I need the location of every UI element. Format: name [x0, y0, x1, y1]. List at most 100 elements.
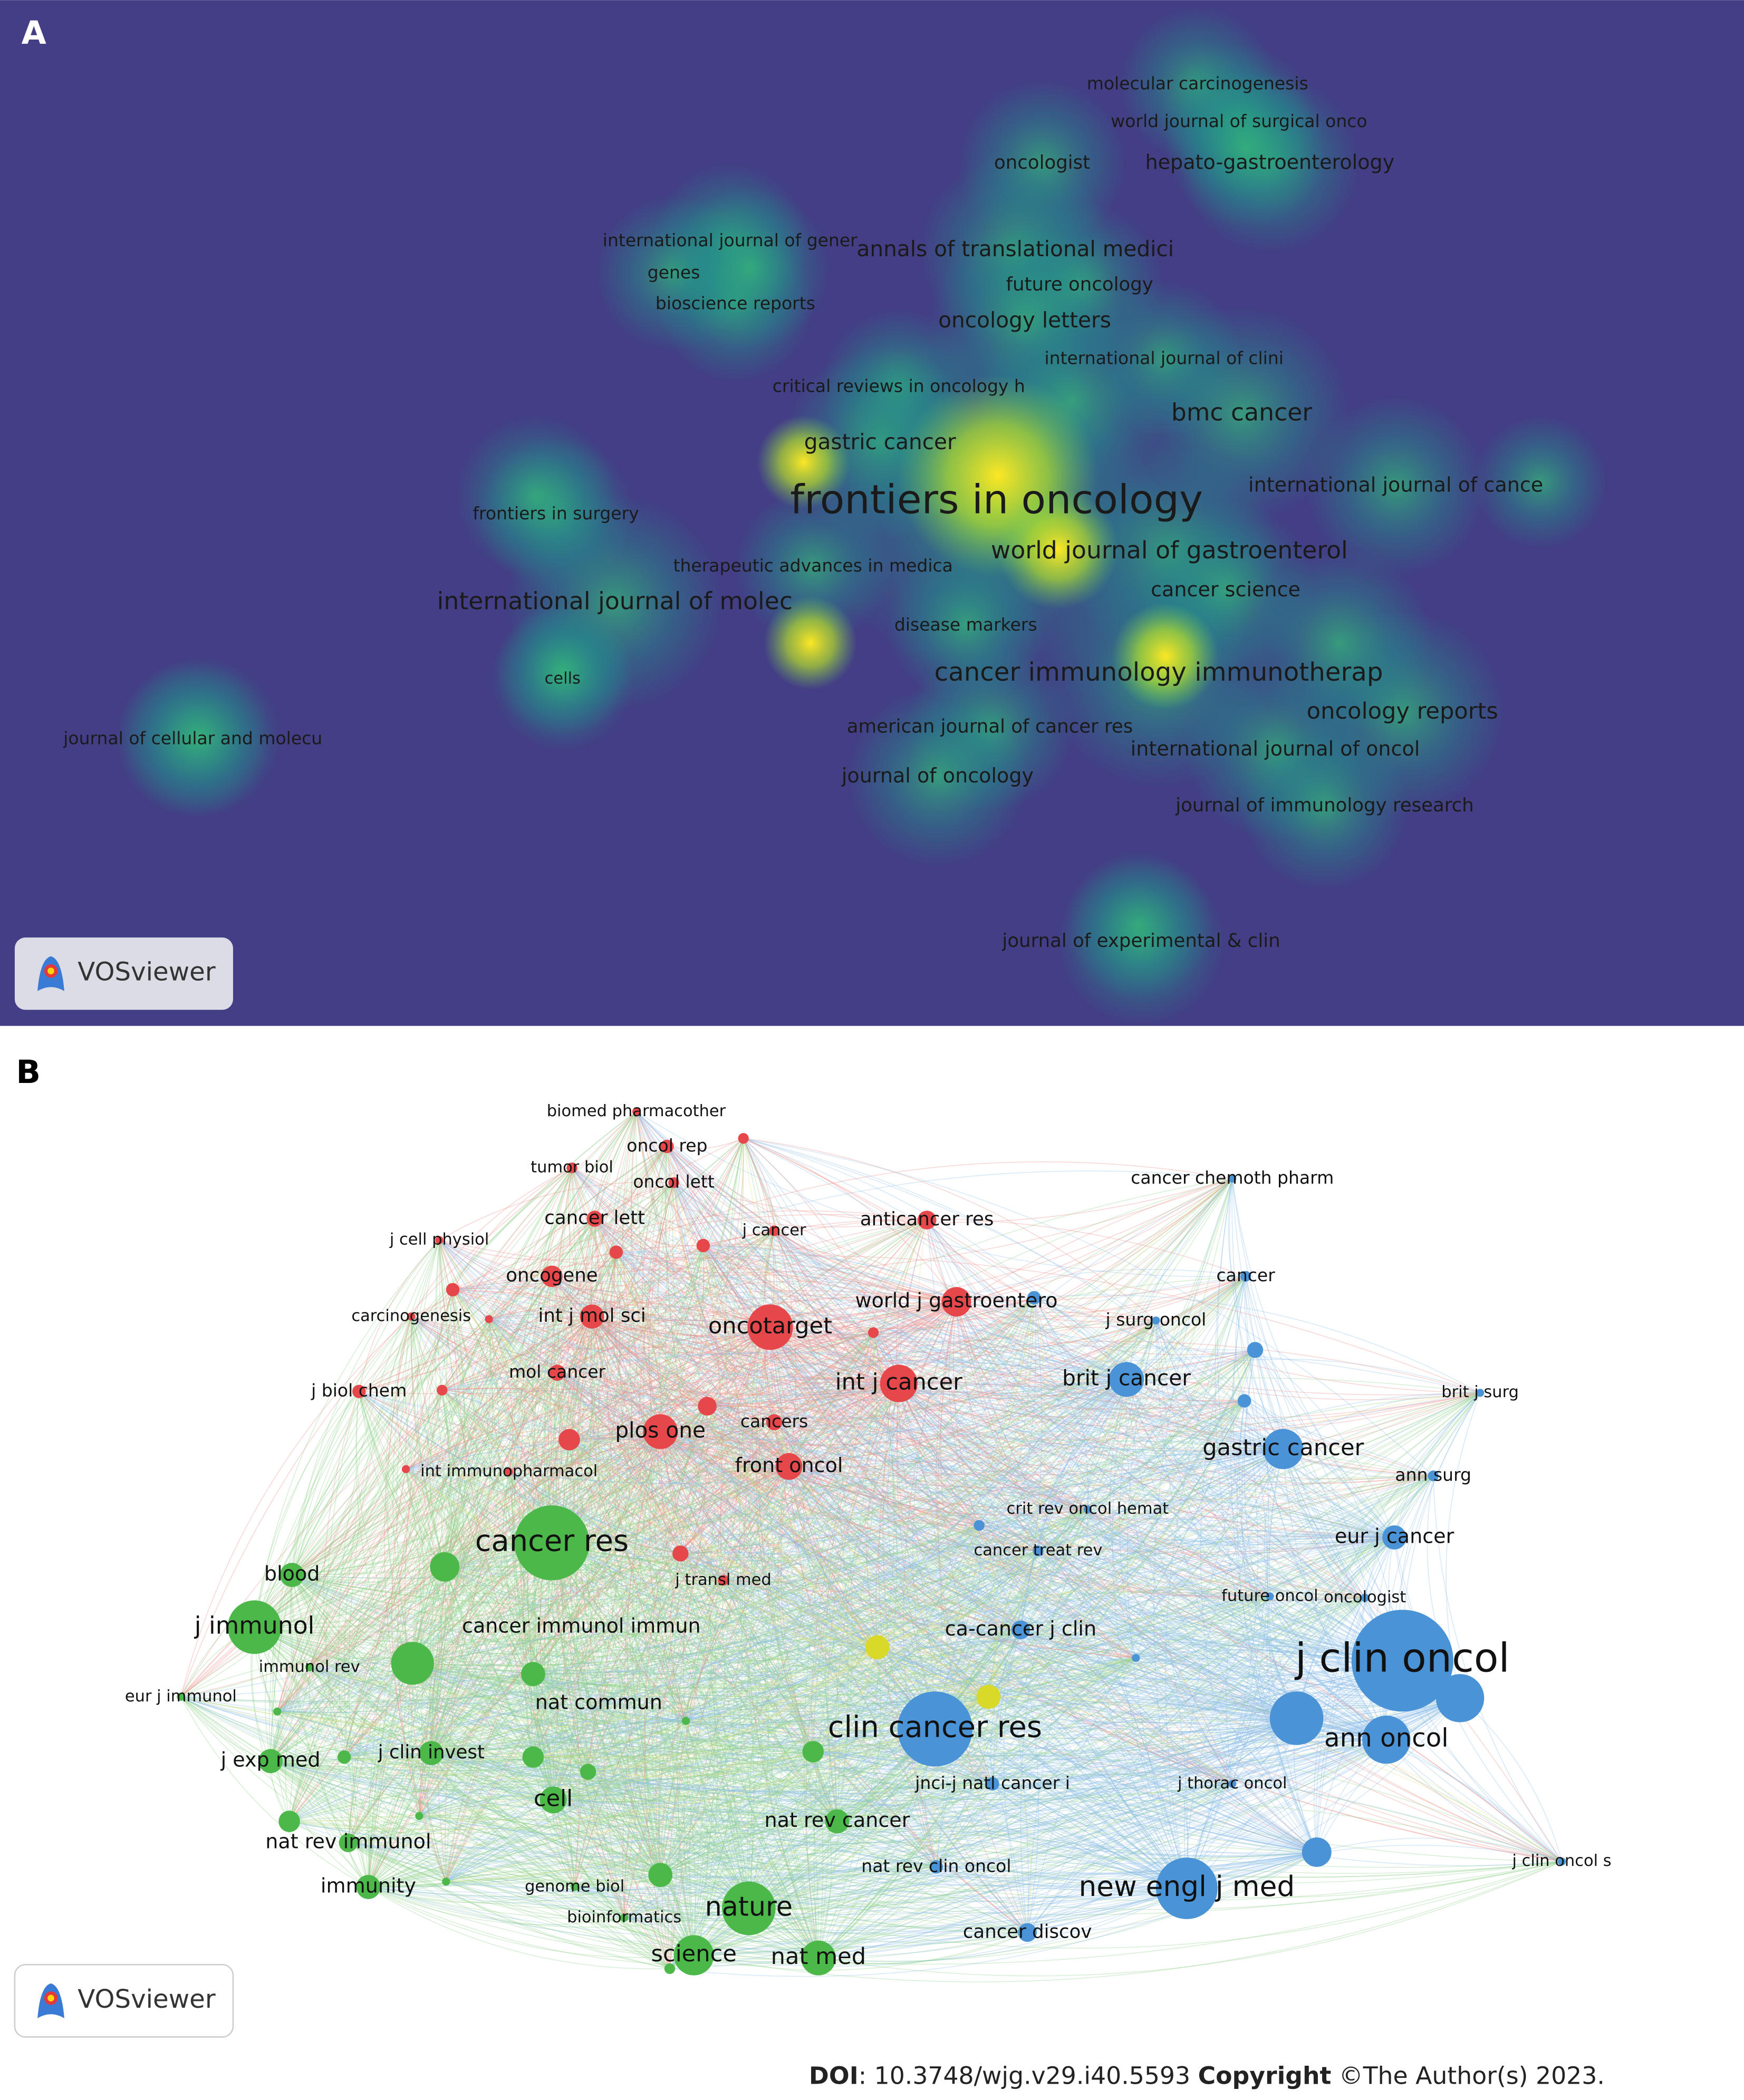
edge — [665, 1182, 819, 1958]
edge — [664, 1146, 814, 1752]
density-blob — [120, 656, 282, 817]
edge — [677, 1327, 771, 1956]
node — [609, 1245, 623, 1259]
edge — [309, 1316, 593, 1668]
node-label: science — [651, 1941, 736, 1967]
edge — [368, 1372, 558, 1888]
edge — [770, 1276, 1246, 1343]
edge — [572, 1167, 1284, 1450]
edge — [591, 1316, 681, 1554]
edge — [594, 1218, 1395, 1538]
edge — [358, 1391, 534, 1675]
edge — [368, 1276, 553, 1887]
edge — [411, 1316, 552, 1543]
edge — [368, 1167, 573, 1887]
edge — [592, 1316, 1284, 1456]
edge — [344, 1316, 593, 1757]
edge — [405, 1316, 592, 1469]
edge — [412, 1327, 770, 1664]
edge — [553, 1230, 775, 1800]
edge — [673, 1182, 899, 1384]
logo-icon — [47, 1995, 54, 2002]
edge — [748, 1383, 899, 1909]
edge — [411, 1316, 789, 1467]
edge — [834, 1301, 957, 1822]
edge — [551, 1182, 675, 1543]
edge — [508, 1327, 770, 1473]
edge — [551, 1276, 724, 1581]
density-blob — [669, 187, 831, 349]
term-label: international journal of cance — [1248, 473, 1543, 497]
edge — [411, 1316, 770, 1350]
edge — [411, 1316, 670, 1969]
edge — [769, 1327, 1136, 1659]
edge — [572, 1167, 1395, 1538]
edge — [551, 1276, 789, 1467]
edge — [594, 1218, 989, 1697]
node-label: ann oncol — [1324, 1724, 1449, 1753]
edge — [774, 1301, 957, 1423]
edge — [571, 1167, 838, 1822]
edge — [722, 1301, 957, 1581]
edge — [948, 1301, 980, 1526]
node-label: cancer lett — [544, 1207, 645, 1229]
edge — [912, 1301, 957, 1729]
edge — [439, 1240, 749, 1909]
edge — [594, 1218, 704, 1246]
term-label: frontiers in oncology — [790, 476, 1203, 523]
edge — [685, 1301, 957, 1721]
edge — [592, 1316, 1297, 1719]
edge — [774, 1231, 1297, 1719]
edge — [514, 1167, 573, 1801]
copyright: ©The Author(s) 2023. — [1331, 2062, 1604, 2089]
edge — [592, 1316, 1232, 1785]
node — [974, 1520, 985, 1531]
edge — [439, 1240, 957, 1317]
edge — [592, 1316, 789, 1467]
node-label: new engl j med — [1078, 1870, 1295, 1903]
density-blob — [1473, 415, 1607, 549]
edge — [693, 1220, 928, 1956]
node-label: genome biol — [525, 1877, 624, 1895]
node — [976, 1685, 1001, 1709]
edge — [254, 1111, 637, 1628]
edge — [441, 1352, 899, 1391]
edge — [571, 1167, 1297, 1719]
node-label: ca-cancer j clin — [945, 1617, 1096, 1640]
node — [1237, 1394, 1251, 1408]
edge — [444, 1146, 668, 1567]
node-label: tumor biol — [531, 1158, 613, 1177]
edge — [898, 1383, 1088, 1510]
edge — [591, 1316, 724, 1581]
edge — [368, 1146, 668, 1888]
edge — [359, 1391, 509, 1473]
density-blob — [455, 415, 616, 576]
edge — [411, 1267, 957, 1317]
edge — [673, 1182, 878, 1648]
edge — [769, 1327, 1297, 1719]
node-label: j transl med — [675, 1571, 771, 1589]
edge — [358, 1391, 819, 1959]
edge — [898, 1383, 1038, 1552]
edge — [594, 1111, 637, 1219]
edge — [452, 1167, 572, 1290]
edge — [348, 1111, 637, 1843]
edge — [533, 1383, 899, 1675]
term-label: american journal of cancer res — [847, 715, 1133, 737]
edge — [927, 1220, 1395, 1538]
edge — [898, 1383, 1395, 1538]
edge — [896, 1220, 928, 1384]
edge — [444, 1111, 637, 1567]
edge — [567, 1316, 593, 1440]
edge — [956, 1301, 1233, 1784]
edge — [672, 1182, 838, 1822]
edge — [769, 1327, 1317, 1853]
edge — [292, 1383, 899, 1575]
edge — [439, 1178, 1233, 1273]
edge — [431, 1146, 668, 1754]
edge — [444, 1372, 558, 1567]
density-blob — [1065, 850, 1212, 998]
edge — [412, 1182, 675, 1663]
edge — [506, 1167, 573, 1757]
edge — [956, 1301, 1187, 1889]
